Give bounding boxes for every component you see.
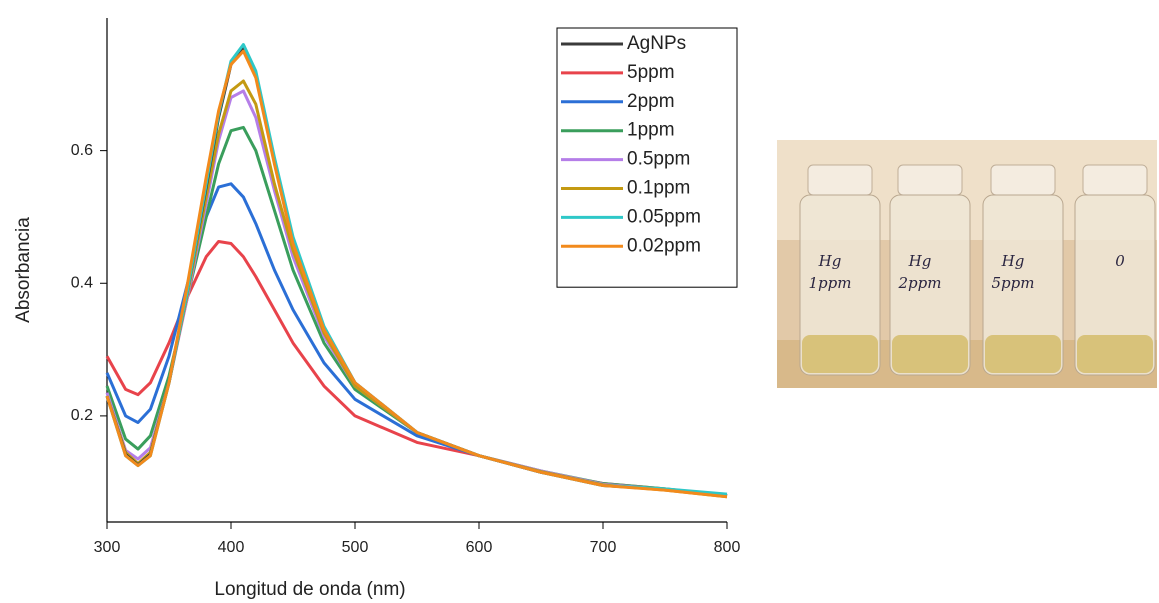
legend-label: 0.1ppm [627, 178, 690, 199]
legend-box [556, 27, 738, 288]
vial-cap-thread [990, 164, 1056, 196]
x-tick-label: 400 [218, 539, 245, 556]
vial-liquid [1077, 335, 1153, 373]
vial-cap-thread [807, 164, 873, 196]
vial-label: Hg [908, 252, 932, 270]
legend-label: 0.05ppm [627, 206, 701, 227]
y-tick-label: 0.6 [71, 142, 93, 159]
vial-liquid [892, 335, 968, 373]
x-tick-label: 700 [590, 539, 617, 556]
x-tick-label: 500 [342, 539, 369, 556]
vial [1074, 194, 1156, 376]
photo: Hg 1ppm Hg 2ppm Hg 5ppm 0 [777, 140, 1157, 388]
vial-label: 1ppm [809, 274, 852, 292]
y-axis-label: Absorbancia [13, 217, 34, 323]
vial-cap-thread [1082, 164, 1148, 196]
x-tick-label: 600 [466, 539, 493, 556]
y-tick-label: 0.2 [71, 407, 93, 424]
legend-label: 2ppm [627, 91, 675, 112]
legend-label: AgNPs [627, 33, 686, 54]
legend-label: 0.5ppm [627, 149, 690, 170]
vial [889, 194, 971, 376]
x-tick-label: 800 [714, 539, 741, 556]
vial-liquid [985, 335, 1061, 373]
vial-label: 2ppm [898, 274, 942, 292]
x-axis-label: Longitud de onda (nm) [214, 579, 405, 600]
vial-liquid [802, 335, 878, 373]
vial [982, 194, 1064, 376]
legend-label: 1ppm [627, 120, 675, 141]
vial-label: Hg [1001, 252, 1025, 270]
x-tick-label: 300 [94, 539, 121, 556]
y-tick-label: 0.4 [71, 274, 93, 291]
legend-label: 0.02ppm [627, 235, 701, 256]
legend-label: 5ppm [627, 62, 675, 83]
series-line [105, 49, 728, 499]
vial-label: Hg [818, 252, 842, 270]
vial-cap-thread [897, 164, 963, 196]
vial-label: 0 [1115, 252, 1125, 270]
vial [799, 194, 881, 376]
vial-label: 5ppm [992, 274, 1035, 292]
